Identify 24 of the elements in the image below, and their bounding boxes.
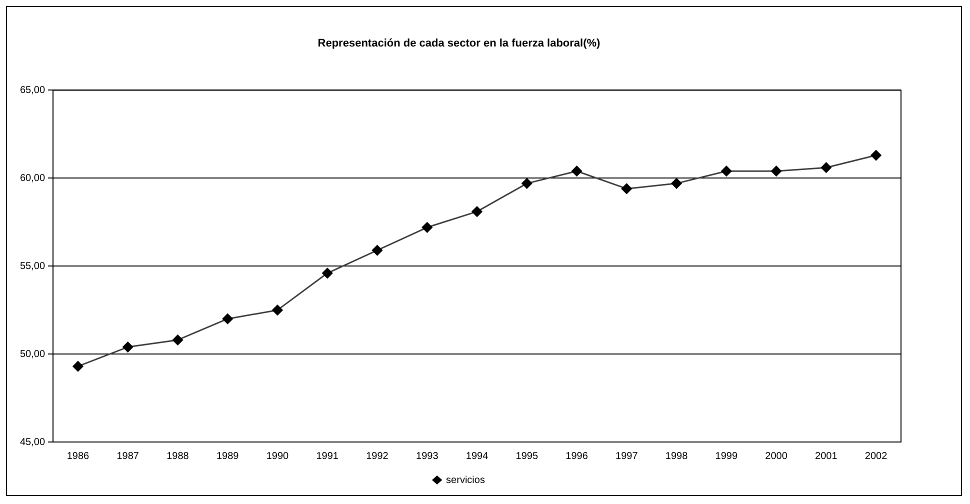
x-tick-label: 1997 xyxy=(616,450,638,462)
y-tick-label: 50,00 xyxy=(20,348,46,360)
x-tick-label: 1998 xyxy=(665,450,688,462)
y-tick-label: 55,00 xyxy=(20,260,46,272)
chart-title: Representación de cada sector en la fuerza laboral(%) xyxy=(318,38,601,50)
x-tick-label: 2001 xyxy=(815,450,838,462)
legend-label: servicios xyxy=(446,474,485,486)
x-tick-label: 1989 xyxy=(216,450,240,462)
x-tick-label: 1996 xyxy=(566,450,588,462)
x-tick-label: 1999 xyxy=(715,450,738,462)
y-tick-label: 60,00 xyxy=(20,172,46,184)
y-tick-label: 45,00 xyxy=(20,436,46,448)
x-tick-label: 1990 xyxy=(266,450,290,462)
y-tick-label: 65,00 xyxy=(20,84,46,96)
x-tick-label: 1992 xyxy=(366,450,389,462)
x-tick-label: 1987 xyxy=(116,450,140,462)
x-tick-label: 2002 xyxy=(864,450,888,462)
x-tick-label: 1994 xyxy=(466,450,489,462)
x-tick-label: 1993 xyxy=(416,450,439,462)
x-tick-label: 2000 xyxy=(765,450,788,462)
x-tick-label: 1986 xyxy=(66,450,90,462)
x-tick-label: 1991 xyxy=(316,450,339,462)
x-tick-label: 1995 xyxy=(516,450,538,462)
x-tick-label: 1988 xyxy=(166,450,190,462)
